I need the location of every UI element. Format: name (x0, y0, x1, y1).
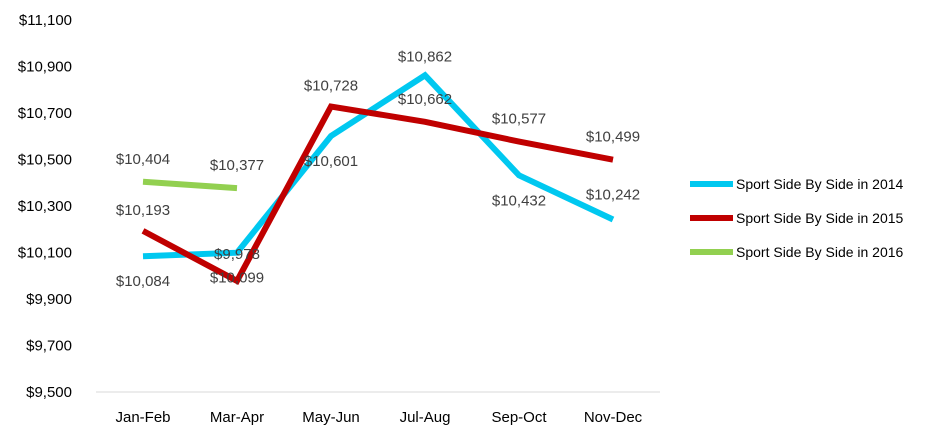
data-point (142, 181, 144, 183)
legend: Sport Side By Side in 2014 Sport Side By … (690, 176, 904, 260)
data-point (330, 105, 332, 107)
data-point (424, 74, 426, 76)
data-label: $10,193 (116, 202, 170, 219)
y-tick-label: $9,500 (26, 384, 72, 401)
legend-label-2: Sport Side By Side in 2015 (736, 210, 904, 226)
data-point (518, 141, 520, 143)
x-tick-label: Mar-Apr (210, 409, 264, 426)
data-label: $10,499 (586, 129, 640, 146)
series-line-1 (142, 71, 615, 260)
data-label: $10,377 (210, 157, 264, 174)
data-label: $10,662 (398, 91, 452, 108)
legend-label-1: Sport Side By Side in 2014 (736, 176, 904, 192)
data-point (424, 121, 426, 123)
series-line-2 (141, 103, 614, 285)
data-label: $10,242 (586, 186, 640, 203)
axes: $9,500 $9,700 $9,900 $10,100 $10,300 $10,500 $… (18, 12, 660, 426)
y-tick-label: $10,900 (18, 59, 72, 76)
data-label: $10,862 (398, 48, 452, 65)
y-tick-label: $10,100 (18, 245, 72, 262)
x-tick-label: Sep-Oct (491, 409, 547, 426)
data-point (330, 135, 332, 137)
data-label: $9,978 (214, 246, 260, 263)
data-point (518, 174, 520, 176)
data-label: $10,084 (116, 273, 170, 290)
data-label: $10,601 (304, 153, 358, 170)
data-labels: $10,084 $10,099 $10,601 $10,862 $10,432 $10,2… (116, 48, 640, 290)
data-point (142, 230, 144, 232)
x-tick-label: Jan-Feb (115, 409, 170, 426)
y-tick-label: $10,700 (18, 105, 72, 122)
data-point (236, 187, 238, 189)
data-label: $10,432 (492, 192, 546, 209)
data-label: $10,577 (492, 111, 546, 128)
series-line-3 (142, 178, 238, 192)
data-label: $10,404 (116, 151, 170, 168)
x-tick-label: May-Jun (302, 409, 360, 426)
series-lines (141, 71, 615, 285)
x-tick-label: Nov-Dec (584, 409, 643, 426)
y-tick-label: $9,700 (26, 338, 72, 355)
legend-label-3: Sport Side By Side in 2016 (736, 244, 904, 260)
data-point (612, 159, 614, 161)
y-tick-label: $10,300 (18, 198, 72, 215)
x-tick-label: Jul-Aug (400, 409, 451, 426)
y-tick-label: $10,500 (18, 152, 72, 169)
y-tick-label: $11,100 (19, 12, 72, 29)
data-label: $10,099 (210, 270, 264, 287)
data-point (142, 255, 144, 257)
y-tick-label: $9,900 (26, 291, 72, 308)
data-point (612, 218, 614, 220)
data-label: $10,728 (304, 77, 358, 94)
